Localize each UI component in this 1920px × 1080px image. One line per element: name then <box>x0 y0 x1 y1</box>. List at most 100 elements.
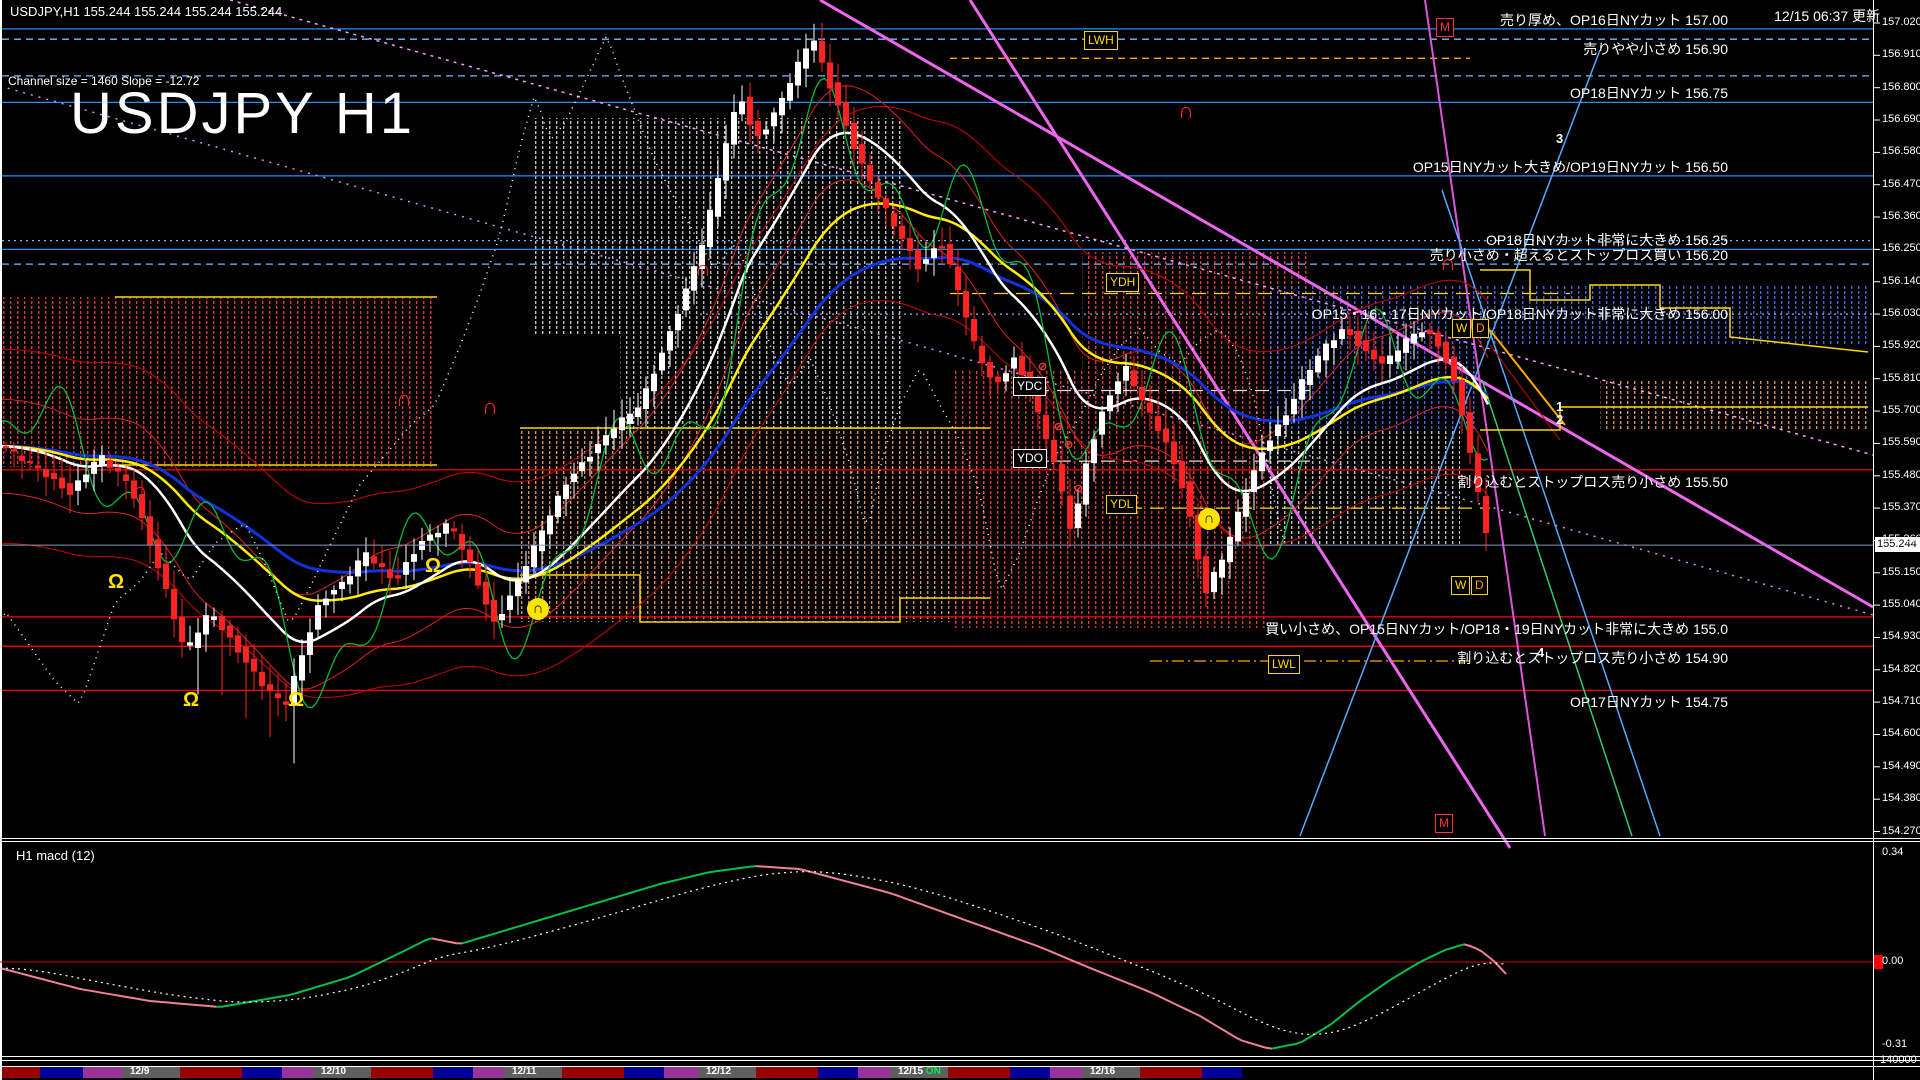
macd-line <box>216 937 433 1008</box>
candle-body <box>291 676 297 706</box>
candle-body <box>171 589 177 620</box>
candle-body <box>179 617 185 643</box>
candle-body <box>1467 412 1473 453</box>
session-strip-segment <box>282 1067 313 1078</box>
trendline[interactable] <box>1441 189 1661 837</box>
candle-body <box>1059 464 1065 492</box>
candle-body <box>91 461 97 474</box>
candle-body <box>123 474 129 481</box>
candle-body <box>947 244 953 265</box>
trendline[interactable] <box>968 0 1512 849</box>
candle-body <box>451 528 457 532</box>
candle-body <box>1019 355 1025 376</box>
candle-body <box>619 417 625 431</box>
marker-box-ydh[interactable]: YDH <box>1106 273 1140 292</box>
price-axis-label: 156.030 <box>1882 307 1920 320</box>
candle-body <box>675 313 681 331</box>
candle-body <box>1411 333 1417 344</box>
candle-body <box>931 248 937 259</box>
candle-body <box>187 642 193 646</box>
marker-box-m[interactable]: M <box>1435 814 1453 833</box>
candle-body <box>1339 329 1345 340</box>
level-annotation: OP18日NYカット非常に大きめ 156.25 <box>1486 232 1728 249</box>
marker-box-d[interactable]: D <box>1472 319 1489 338</box>
uturn-arrow-icon[interactable]: ∩ <box>482 394 498 419</box>
uturn-arrow-icon[interactable]: ∩ <box>695 256 711 281</box>
candle-body <box>1123 366 1129 381</box>
candle-body <box>747 96 753 125</box>
uturn-arrow-icon[interactable]: ∩ <box>1440 250 1456 275</box>
trendline[interactable] <box>1489 344 1561 441</box>
candle-body <box>531 544 537 568</box>
omega-marker-icon[interactable]: Ω <box>425 555 442 577</box>
session-on-label: ON <box>923 1066 941 1077</box>
marker-box-lwh[interactable]: LWH <box>1084 31 1118 50</box>
candle-body <box>1203 556 1209 594</box>
session-strip-segment <box>2 1067 40 1078</box>
session-strip-segment <box>664 1067 698 1078</box>
candle-body <box>1419 332 1425 338</box>
uturn-arrow-icon[interactable]: ∩ <box>1178 98 1194 123</box>
date-axis-label: 12/9 <box>130 1066 150 1077</box>
candle-body <box>811 40 817 51</box>
trendline[interactable] <box>1424 0 1546 837</box>
price-axis-label: 156.580 <box>1882 145 1920 158</box>
candle-body <box>163 563 169 590</box>
price-axis-label: 155.700 <box>1882 404 1920 417</box>
candle-body <box>715 178 721 217</box>
candle-body <box>835 82 841 106</box>
candle-body <box>971 319 977 342</box>
candle-body <box>323 598 329 606</box>
omega-marker-icon[interactable]: Ω <box>288 689 305 711</box>
no-entry-icon: ⊘ <box>1074 483 1084 495</box>
candle-body <box>587 457 593 462</box>
session-strip-segment <box>890 1067 948 1078</box>
symbol-watermark: USDJPY H1 <box>70 81 416 146</box>
candle-body <box>387 569 393 579</box>
session-strip-segment <box>313 1067 371 1078</box>
marker-box-ydl[interactable]: YDL <box>1106 495 1138 514</box>
macd-max-label: 0.34 <box>1882 846 1904 858</box>
candle-body <box>427 534 433 541</box>
marker-box-w[interactable]: W <box>1452 319 1472 338</box>
session-strip-segment <box>433 1067 473 1078</box>
marker-box-ydo[interactable]: YDO <box>1013 449 1048 468</box>
candle-body <box>1187 481 1193 517</box>
candle-body <box>691 266 697 291</box>
candle-body <box>1115 381 1121 395</box>
candle-body <box>1139 386 1145 401</box>
price-axis-label: 154.820 <box>1882 662 1920 675</box>
uturn-arrow-icon[interactable]: ∩ <box>132 478 148 503</box>
kumo-boundary-line <box>520 574 990 623</box>
marker-box-d[interactable]: D <box>1471 576 1488 595</box>
marker-box-ydc[interactable]: YDC <box>1013 377 1047 396</box>
trendline[interactable] <box>819 0 1874 609</box>
update-timestamp: 12/15 06:37 更新 <box>1774 8 1880 24</box>
date-axis-label: 12/16 <box>1090 1066 1116 1077</box>
circle-arrow-icon[interactable]: ∩ <box>1198 508 1220 530</box>
candle-body <box>1163 428 1169 443</box>
candle-body <box>515 579 521 597</box>
marker-box-m[interactable]: M <box>1436 18 1454 37</box>
omega-marker-icon[interactable]: Ω <box>108 571 125 593</box>
candle-body <box>315 605 321 630</box>
trendline[interactable] <box>1481 379 1633 837</box>
omega-marker-icon[interactable]: Ω <box>183 689 200 711</box>
candle-body <box>467 549 473 563</box>
marker-box-lwl[interactable]: LWL <box>1268 655 1300 674</box>
candle-body <box>1459 379 1465 416</box>
circle-arrow-icon[interactable]: ∩ <box>527 598 549 620</box>
candle-body <box>819 40 825 63</box>
trendline[interactable] <box>1299 49 1601 837</box>
candle-body <box>915 250 921 270</box>
candle-body <box>115 467 121 472</box>
candle-body <box>963 291 969 318</box>
candle-body <box>603 435 609 446</box>
candle-body <box>219 616 225 630</box>
marker-box-w[interactable]: W <box>1451 576 1471 595</box>
candle-body <box>259 671 265 687</box>
trendline[interactable] <box>1489 329 1566 426</box>
session-strip-segment <box>1140 1067 1202 1078</box>
uturn-arrow-icon[interactable]: ∩ <box>396 386 412 411</box>
macd-line <box>755 865 1273 1050</box>
